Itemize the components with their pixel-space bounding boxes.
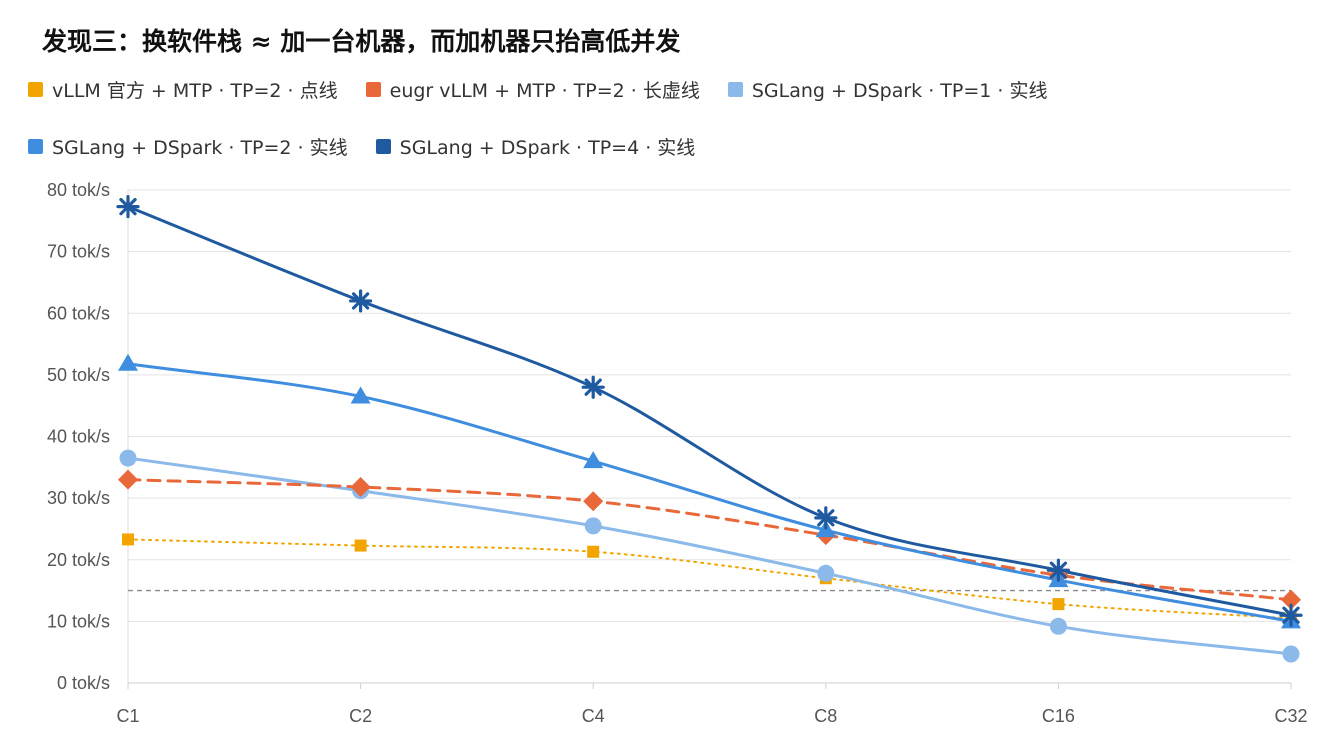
data-point — [583, 491, 604, 512]
legend-swatch — [28, 139, 43, 154]
x-tick-label: C16 — [1042, 706, 1075, 726]
x-tick-label: C2 — [349, 706, 372, 726]
x-tick-label: C4 — [582, 706, 605, 726]
data-point — [581, 375, 605, 399]
y-tick-label: 30 tok/s — [47, 488, 110, 508]
series-line — [126, 456, 1293, 656]
data-point — [116, 195, 140, 219]
series-line — [126, 362, 1293, 623]
data-point — [1279, 603, 1303, 627]
series-line — [126, 205, 1293, 617]
data-point — [1049, 617, 1067, 635]
x-tick-label: C1 — [116, 706, 139, 726]
data-point — [1282, 645, 1300, 663]
data-point — [350, 477, 371, 498]
y-tick-label: 40 tok/s — [47, 427, 110, 447]
y-tick-label: 70 tok/s — [47, 242, 110, 262]
data-point — [1046, 558, 1071, 582]
data-point — [1052, 598, 1065, 611]
legend-label: vLLM 官方 + MTP · TP=2 · 点线 — [52, 80, 338, 102]
y-tick-label: 50 tok/s — [47, 365, 110, 385]
series-line — [127, 538, 1292, 620]
legend-swatch — [365, 82, 381, 97]
legend-item-sglang-tp1[interactable]: SGLang + DSpark · TP=1 · 实线 — [727, 76, 1048, 103]
legend-label: eugr vLLM + MTP · TP=2 · 长虚线 — [389, 80, 700, 102]
data-point — [814, 506, 838, 530]
y-tick-label: 60 tok/s — [47, 303, 110, 323]
data-point — [349, 289, 373, 313]
x-tick-label: C8 — [814, 706, 837, 726]
series-line — [126, 478, 1293, 602]
data-point — [119, 449, 137, 467]
data-point — [122, 533, 134, 546]
legend-swatch — [727, 82, 743, 97]
data-point — [1281, 589, 1301, 610]
data-point — [817, 564, 835, 582]
legend-row-2: SGLang + DSpark · TP=2 · 实线 SGLang + DSp… — [28, 133, 723, 160]
data-point — [354, 539, 367, 552]
y-tick-label: 0 tok/s — [57, 673, 110, 693]
chart-title: 发现三：换软件栈 ≈ 加一台机器，而加机器只抬高低并发 — [42, 27, 681, 56]
legend-label: SGLang + DSpark · TP=4 · 实线 — [399, 137, 696, 159]
legend-item-sglang-tp2[interactable]: SGLang + DSpark · TP=2 · 实线 — [28, 133, 348, 160]
data-point — [587, 545, 600, 558]
legend-label: SGLang + DSpark · TP=1 · 实线 — [751, 80, 1048, 102]
legend-swatch — [28, 82, 43, 97]
legend-item-sglang-tp4[interactable]: SGLang + DSpark · TP=4 · 实线 — [375, 133, 696, 160]
data-point — [584, 517, 602, 535]
data-point — [118, 353, 138, 371]
y-tick-label: 20 tok/s — [47, 550, 110, 570]
legend-swatch — [375, 139, 391, 154]
legend-item-vllm-official[interactable]: vLLM 官方 + MTP · TP=2 · 点线 — [28, 76, 338, 103]
legend-row-1: vLLM 官方 + MTP · TP=2 · 点线 eugr vLLM + MT… — [28, 76, 1075, 103]
data-point — [118, 469, 138, 490]
legend-label: SGLang + DSpark · TP=2 · 实线 — [52, 137, 348, 159]
data-point — [350, 386, 371, 404]
y-tick-label: 10 tok/s — [47, 611, 110, 631]
data-point — [583, 451, 604, 469]
y-tick-label: 80 tok/s — [47, 180, 110, 200]
legend-item-eugr-vllm[interactable]: eugr vLLM + MTP · TP=2 · 长虚线 — [365, 76, 700, 103]
x-tick-label: C32 — [1274, 706, 1307, 726]
